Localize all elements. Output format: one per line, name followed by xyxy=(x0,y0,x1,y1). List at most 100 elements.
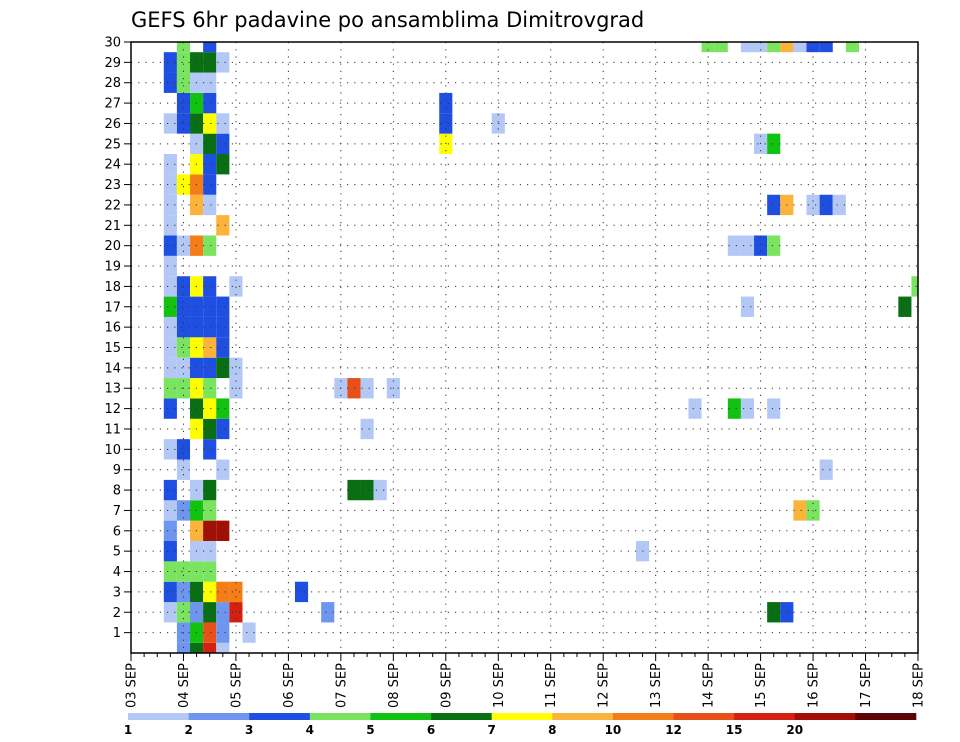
x-tick-label: 10 SEP xyxy=(492,663,507,708)
heat-cell xyxy=(216,520,230,541)
heat-cell xyxy=(727,398,741,419)
heat-cell xyxy=(176,602,191,623)
y-axis: 1234567891011121314151617181920212223242… xyxy=(104,36,131,641)
heat-cell xyxy=(163,174,177,195)
x-tick-label: 04 SEP xyxy=(177,663,192,708)
heat-cell xyxy=(176,92,191,114)
y-tick-label: 5 xyxy=(113,545,121,560)
legend-label: 2 xyxy=(184,723,192,737)
heat-cell xyxy=(216,296,230,317)
heat-cell xyxy=(767,133,781,155)
legend-label: 15 xyxy=(726,723,743,737)
heat-cell xyxy=(176,439,191,460)
heat-cell xyxy=(360,418,374,440)
heat-cell xyxy=(163,194,177,216)
heat-cell xyxy=(190,642,204,653)
y-tick-label: 18 xyxy=(104,280,121,295)
heat-cell xyxy=(740,296,755,317)
heat-cell xyxy=(216,113,230,134)
y-tick-label: 13 xyxy=(104,382,121,397)
chart-title: GEFS 6hr padavine po ansamblima Dimitrov… xyxy=(131,8,644,32)
legend-label: 1 xyxy=(124,723,132,737)
x-tick-label: 05 SEP xyxy=(229,663,244,708)
heat-cell xyxy=(819,42,833,53)
heat-cell xyxy=(740,42,755,53)
heat-cell xyxy=(806,42,820,53)
legend-swatch xyxy=(612,713,674,720)
heat-cell xyxy=(767,42,781,53)
heat-cell xyxy=(176,42,191,53)
heat-cell xyxy=(216,398,230,419)
legend-swatch xyxy=(491,713,553,720)
heat-cell xyxy=(360,479,374,501)
heat-cell xyxy=(163,357,177,379)
heat-cell xyxy=(163,602,177,623)
heat-cell xyxy=(845,42,859,53)
heat-cell xyxy=(203,235,217,256)
legend-label: 4 xyxy=(306,723,314,737)
y-tick-label: 7 xyxy=(113,504,121,519)
legend-label: 6 xyxy=(427,723,435,737)
y-tick-label: 29 xyxy=(104,56,121,71)
heat-cell xyxy=(203,622,217,643)
heat-cell xyxy=(701,42,715,53)
legend-swatch xyxy=(370,713,432,720)
heat-cell xyxy=(203,113,217,134)
heat-cell xyxy=(163,52,177,73)
heat-cell xyxy=(688,398,702,419)
heat-cell xyxy=(203,479,217,501)
heat-cell xyxy=(793,42,807,53)
heat-cell xyxy=(203,418,217,440)
heat-cell xyxy=(216,418,230,440)
heat-cell xyxy=(163,154,177,175)
y-tick-label: 4 xyxy=(113,565,121,580)
heat-cell xyxy=(216,642,230,653)
y-tick-label: 21 xyxy=(104,219,121,234)
heat-cell xyxy=(216,459,230,480)
heat-cell xyxy=(203,378,217,399)
x-tick-label: 12 SEP xyxy=(597,663,612,708)
legend-swatch xyxy=(431,713,492,720)
legend-label: 8 xyxy=(548,723,556,737)
heat-cell xyxy=(203,398,217,419)
y-tick-label: 20 xyxy=(104,239,121,254)
x-tick-label: 09 SEP xyxy=(439,663,454,708)
y-tick-label: 25 xyxy=(104,137,121,152)
heat-cell xyxy=(203,296,217,317)
cells-layer xyxy=(163,42,918,653)
heat-cell xyxy=(176,459,191,480)
legend-label: 3 xyxy=(245,723,253,737)
heat-cell xyxy=(176,235,191,256)
legend-swatch xyxy=(673,713,735,720)
x-tick-label: 07 SEP xyxy=(334,663,349,708)
heat-cell xyxy=(714,42,728,53)
heat-cell xyxy=(767,235,781,256)
x-axis: 03 SEP 04 SEP 05 SEP 06 SEP 07 SEP 08 SEP 09 S… xyxy=(125,653,927,708)
heat-cell xyxy=(176,357,191,379)
x-tick-label: 14 SEP xyxy=(702,663,717,708)
heat-cell xyxy=(898,296,912,317)
heat-cell xyxy=(347,378,361,399)
heat-cell xyxy=(176,113,191,134)
y-tick-label: 24 xyxy=(104,158,121,173)
heat-cell xyxy=(176,174,191,195)
heat-cell xyxy=(767,194,781,216)
heat-cell xyxy=(767,602,781,623)
heat-cell xyxy=(911,276,918,297)
heat-cell xyxy=(229,357,243,379)
heat-cell xyxy=(216,622,230,643)
heat-cell xyxy=(439,92,453,114)
x-tick-label: 13 SEP xyxy=(649,663,664,708)
legend-swatch xyxy=(309,713,371,720)
heat-cell xyxy=(216,357,230,379)
heat-cell xyxy=(203,42,217,53)
legend-swatch xyxy=(855,713,917,720)
heat-cell xyxy=(767,398,781,419)
y-tick-label: 26 xyxy=(104,117,121,132)
heat-cell xyxy=(242,622,256,643)
heat-cell xyxy=(203,72,217,93)
heat-cell xyxy=(176,276,191,297)
y-tick-label: 30 xyxy=(104,36,121,51)
heat-cell xyxy=(216,337,230,358)
